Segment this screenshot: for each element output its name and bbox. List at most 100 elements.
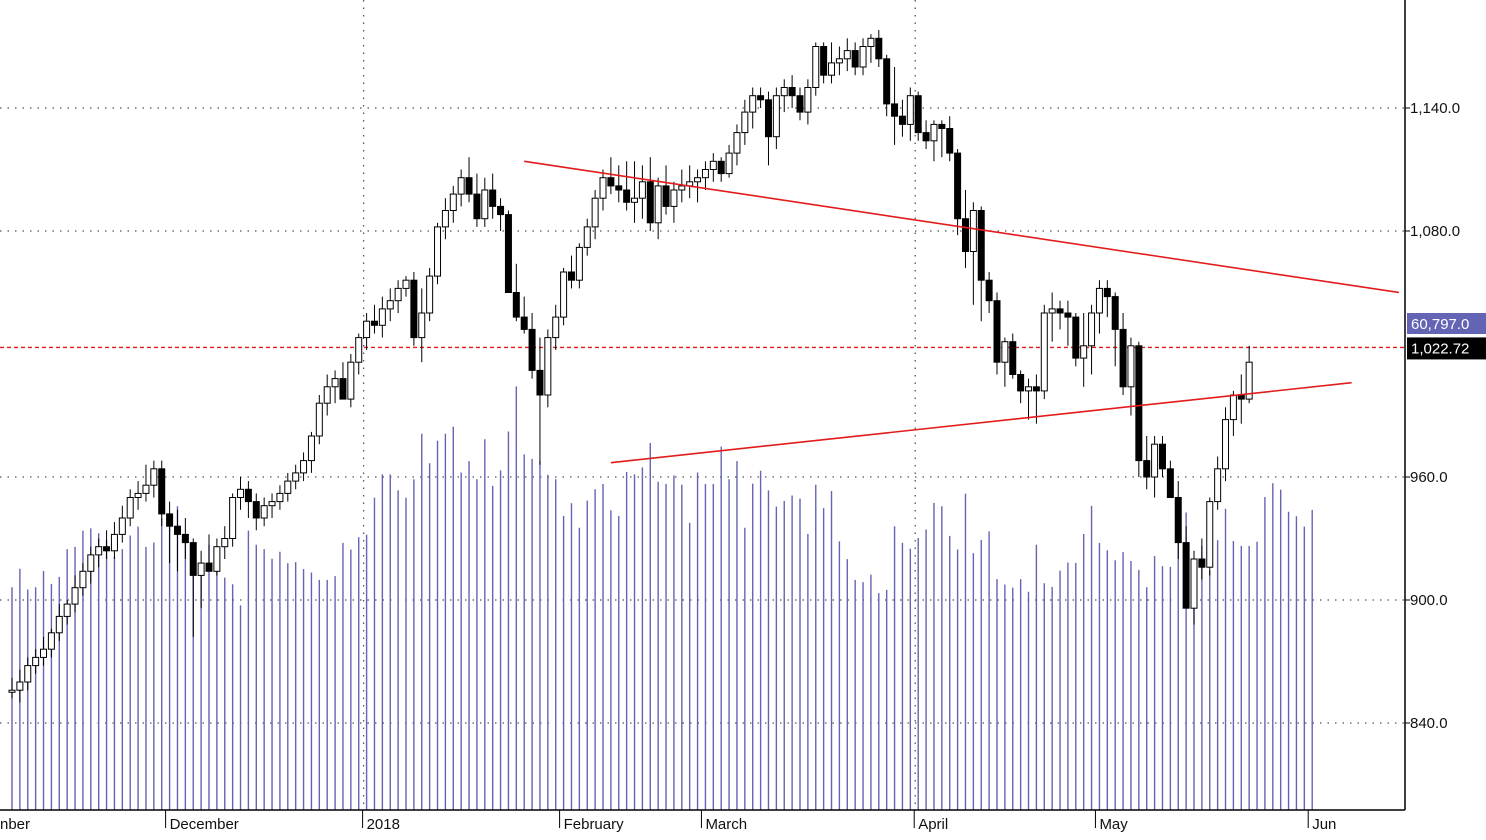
candle-up — [355, 337, 363, 363]
candle-up — [1001, 341, 1009, 363]
candle-up — [323, 386, 331, 404]
candle-up — [434, 226, 442, 277]
last-price-label: 1,022.72 — [1411, 340, 1469, 357]
candle-up — [804, 87, 812, 113]
candle-down — [173, 525, 181, 535]
candle-up — [268, 501, 276, 507]
candle-up — [386, 300, 394, 310]
volume-tag — [1407, 313, 1486, 334]
candle-down — [615, 185, 623, 191]
candle-up — [694, 177, 702, 183]
candle-up — [8, 689, 16, 693]
trendline-upper — [524, 160, 1399, 294]
trendline-lower — [610, 381, 1352, 464]
candle-up — [1040, 312, 1048, 392]
candle-up — [331, 378, 339, 388]
last-price-tag — [1407, 337, 1486, 360]
x-tick-label: February — [564, 816, 625, 833]
x-tick-label: December — [170, 816, 239, 833]
candle-up — [1025, 386, 1033, 392]
candle-up — [670, 189, 678, 207]
candle-up — [347, 361, 355, 400]
candle-up — [859, 46, 867, 68]
candle-down — [788, 87, 796, 97]
candle-down — [993, 300, 1001, 363]
candle-up — [1151, 443, 1159, 478]
candle-down — [181, 533, 189, 544]
candle-up — [1229, 394, 1237, 421]
candle-down — [914, 95, 922, 134]
candle-up — [1095, 287, 1103, 314]
candle-down — [938, 123, 946, 130]
candle-up — [638, 181, 646, 199]
candle-up — [402, 279, 410, 289]
candle-down — [158, 468, 166, 515]
candle-down — [520, 316, 528, 330]
x-tick-label: April — [918, 816, 948, 833]
candle-down — [875, 37, 883, 60]
candle-down — [1064, 312, 1072, 318]
candle-down — [370, 320, 378, 326]
candle-up — [457, 177, 465, 195]
candle-down — [1017, 374, 1025, 392]
candle-up — [733, 132, 741, 154]
candle-up — [749, 95, 757, 113]
candle-up — [142, 484, 150, 494]
candle-down — [1198, 558, 1206, 568]
candle-up — [583, 226, 591, 248]
candle-up — [1048, 308, 1056, 314]
candle-up — [426, 275, 434, 314]
candle-up — [575, 246, 583, 281]
candle-up — [260, 505, 268, 519]
candle-down — [1143, 460, 1151, 478]
candle-up — [835, 58, 843, 64]
candle-up — [906, 95, 914, 125]
candle-down — [512, 292, 520, 318]
candle-down — [1135, 345, 1143, 462]
candle-down — [489, 189, 497, 207]
candle-down — [497, 205, 505, 216]
candle-up — [1245, 361, 1253, 400]
candle-down — [1032, 386, 1040, 392]
candle-up — [300, 460, 308, 474]
candle-up — [1206, 501, 1214, 568]
candle-up — [591, 197, 599, 228]
x-tick-label: 2018 — [367, 816, 400, 833]
candle-up — [812, 46, 820, 88]
candle-up — [1080, 345, 1088, 359]
x-tick-label: Jun — [1312, 816, 1336, 833]
volume-tag-label: 60,797.0 — [1411, 316, 1469, 333]
candle-up — [71, 587, 79, 605]
candle-up — [87, 554, 95, 572]
candle-up — [237, 488, 245, 498]
candle-down — [717, 160, 725, 175]
candle-up — [363, 320, 371, 339]
candle-down — [1111, 296, 1119, 330]
candle-up — [16, 681, 24, 691]
candle-up — [725, 152, 733, 175]
candle-down — [883, 58, 891, 105]
candle-down — [536, 369, 544, 396]
candle-up — [134, 492, 142, 498]
candle-down — [764, 99, 772, 138]
candle-up — [654, 185, 662, 224]
candle-down — [922, 132, 930, 142]
candle-down — [205, 562, 213, 572]
candle-up — [315, 402, 323, 437]
candle-down — [820, 46, 828, 76]
y-tick-label: 1,080.0 — [1410, 223, 1460, 240]
candle-up — [449, 193, 457, 212]
candle-up — [150, 468, 158, 486]
candle-down — [646, 181, 654, 224]
x-tick-label: nber — [0, 816, 30, 833]
candle-up — [79, 570, 87, 589]
candle-down — [1103, 287, 1111, 298]
candle-down — [189, 542, 197, 576]
candle-down — [961, 218, 969, 252]
candle-down — [796, 95, 804, 113]
candle-up — [40, 648, 48, 658]
candle-down — [1009, 341, 1017, 376]
candle-up — [1190, 558, 1198, 609]
candle-up — [544, 337, 552, 396]
candle-down — [985, 279, 993, 302]
